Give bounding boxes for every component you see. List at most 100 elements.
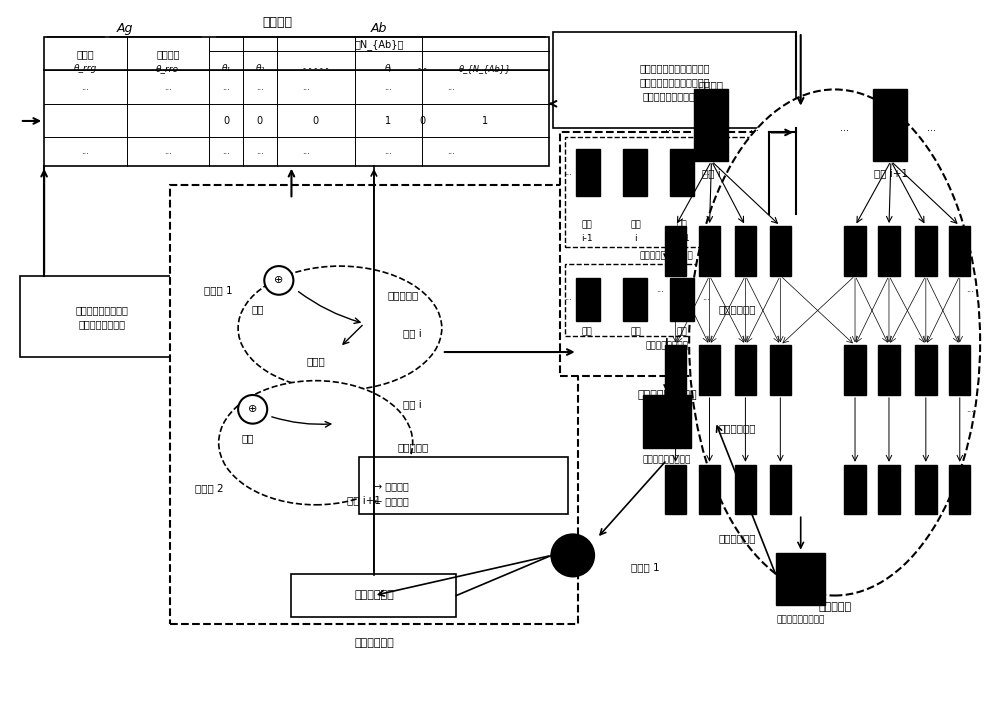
- Text: Ab: Ab: [371, 22, 387, 35]
- Bar: [565, 264, 769, 336]
- Bar: [949, 465, 970, 515]
- Text: ...: ...: [702, 168, 710, 177]
- Bar: [735, 345, 756, 395]
- Text: 抗体 i: 抗体 i: [702, 169, 721, 179]
- Bar: [878, 345, 900, 395]
- Text: ⊕: ⊕: [248, 405, 257, 414]
- Text: θⱼ: θⱼ: [385, 64, 392, 73]
- Text: 抗体 i+1: 抗体 i+1: [347, 495, 381, 505]
- Text: θ₁: θ₁: [221, 64, 231, 73]
- Circle shape: [551, 534, 594, 576]
- Bar: [770, 226, 791, 275]
- Text: 存入记忆单元: 存入记忆单元: [354, 590, 394, 601]
- Text: 中间四位: 中间四位: [156, 49, 180, 59]
- Text: ...: ...: [222, 147, 230, 156]
- Bar: [699, 226, 720, 275]
- Text: ...: ...: [702, 293, 710, 302]
- Text: 抗体: 抗体: [630, 328, 641, 337]
- Text: → 刺激作用
← 抑制作用: → 刺激作用 ← 抑制作用: [374, 481, 409, 505]
- Text: 根据寻找到的记忆单元计算
每一个抗体的初始浓度，特
异性抗体的初始浓度增加: 根据寻找到的记忆单元计算 每一个抗体的初始浓度，特 异性抗体的初始浓度增加: [639, 63, 710, 101]
- Text: 前四位: 前四位: [77, 49, 94, 59]
- Bar: [873, 90, 907, 161]
- Text: 人工免疫网络解空间: 人工免疫网络解空间: [637, 390, 697, 400]
- Bar: [665, 345, 686, 395]
- Text: θ_rrg: θ_rrg: [74, 64, 97, 73]
- Bar: [670, 149, 694, 196]
- Text: 抗体决定簇: 抗体决定簇: [397, 443, 428, 453]
- Bar: [665, 465, 686, 515]
- Circle shape: [264, 266, 293, 294]
- FancyBboxPatch shape: [291, 573, 456, 616]
- Bar: [735, 465, 756, 515]
- Text: ...: ...: [564, 293, 572, 302]
- Text: 抗体: 抗体: [630, 220, 641, 229]
- Text: 抗体: 抗体: [582, 220, 593, 229]
- Text: θ₂: θ₂: [255, 64, 264, 73]
- Text: 0: 0: [313, 116, 319, 126]
- Bar: [170, 185, 578, 624]
- Text: ...: ...: [385, 147, 392, 156]
- Text: ...: ...: [656, 285, 664, 294]
- Text: 0: 0: [419, 116, 425, 126]
- Bar: [844, 465, 866, 515]
- Text: 具有最大浓度的抗体: 具有最大浓度的抗体: [643, 455, 691, 465]
- Bar: [699, 465, 720, 515]
- Text: 独特位: 独特位: [306, 357, 325, 366]
- Text: 机器人 2: 机器人 2: [195, 484, 223, 493]
- Bar: [770, 345, 791, 395]
- Text: 机器人 1: 机器人 1: [204, 285, 233, 295]
- Text: 抗体 i: 抗体 i: [403, 400, 422, 409]
- Text: 后N_{Ab}位: 后N_{Ab}位: [354, 39, 403, 50]
- Text: ...: ...: [448, 83, 455, 92]
- Text: ...: ...: [564, 168, 572, 177]
- Bar: [949, 345, 970, 395]
- Text: 多克隆算子: 多克隆算子: [818, 602, 851, 612]
- Text: - - - - -: - - - - -: [303, 64, 328, 73]
- Ellipse shape: [689, 90, 980, 596]
- Text: 抗体: 抗体: [677, 220, 688, 229]
- Text: θ_rro: θ_rro: [156, 64, 179, 73]
- Bar: [844, 345, 866, 395]
- Text: 1: 1: [385, 116, 392, 126]
- Text: ...: ...: [927, 123, 936, 133]
- Bar: [665, 226, 686, 275]
- Text: ...: ...: [302, 83, 310, 92]
- Text: ...: ...: [656, 405, 664, 414]
- Bar: [878, 226, 900, 275]
- Text: 克隆选择算子: 克隆选择算子: [719, 533, 756, 543]
- FancyBboxPatch shape: [44, 37, 548, 166]
- Text: Ag: Ag: [116, 22, 133, 35]
- Bar: [643, 395, 691, 448]
- Bar: [576, 149, 600, 196]
- Text: ...: ...: [256, 147, 264, 156]
- Text: 0: 0: [257, 116, 263, 126]
- Text: 多个个体趋于同一极值: 多个个体趋于同一极值: [640, 251, 694, 260]
- Bar: [770, 465, 791, 515]
- Text: i: i: [634, 234, 637, 243]
- Text: 具有最大浓度的抗体: 具有最大浓度的抗体: [777, 615, 825, 624]
- Text: ...: ...: [164, 83, 172, 92]
- Text: ...: ...: [222, 83, 230, 92]
- Text: 机器人 1: 机器人 1: [631, 562, 660, 572]
- Bar: [694, 90, 728, 161]
- Text: θ_{N_{Ab}}: θ_{N_{Ab}}: [459, 64, 512, 73]
- Bar: [623, 149, 647, 196]
- Text: ...: ...: [302, 147, 310, 156]
- Text: 抗体 i: 抗体 i: [403, 328, 422, 338]
- Ellipse shape: [219, 381, 413, 505]
- Text: 根据抗原寻找与此抗
原对应的记忆单元: 根据抗原寻找与此抗 原对应的记忆单元: [76, 305, 129, 329]
- Text: i+1: i+1: [674, 234, 690, 243]
- Text: 记忆单元: 记忆单元: [262, 16, 292, 29]
- Text: i-1: i-1: [581, 234, 593, 243]
- FancyBboxPatch shape: [359, 457, 568, 515]
- Bar: [623, 277, 647, 321]
- Text: ...: ...: [164, 147, 172, 156]
- Text: 克隆算子: 克隆算子: [699, 80, 724, 90]
- Bar: [776, 553, 825, 605]
- Bar: [670, 277, 694, 321]
- Text: 克隆交叉算子: 克隆交叉算子: [719, 304, 756, 314]
- Bar: [915, 465, 936, 515]
- Text: ...: ...: [840, 123, 849, 133]
- Circle shape: [238, 395, 267, 424]
- Bar: [844, 226, 866, 275]
